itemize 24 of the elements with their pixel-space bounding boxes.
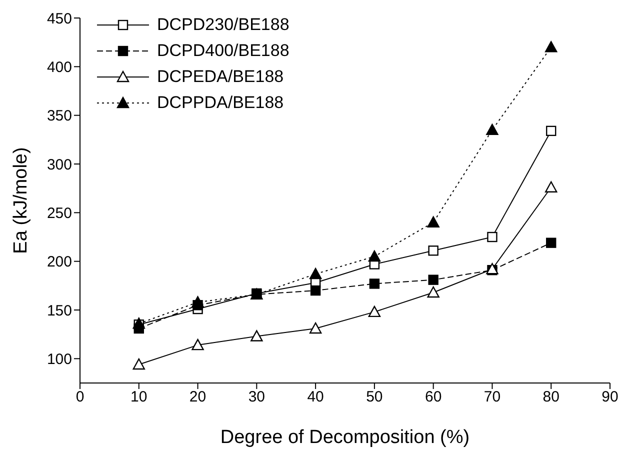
y-tick-label: 400 xyxy=(46,58,72,76)
legend-label: DCPEDA/BE188 xyxy=(157,66,284,88)
x-tick-label: 40 xyxy=(307,388,324,406)
x-tick-label: 0 xyxy=(76,388,84,406)
x-tick-label: 80 xyxy=(542,388,560,406)
x-tick-label: 10 xyxy=(130,388,148,406)
y-tick-label: 100 xyxy=(46,350,72,368)
y-tick-label: 450 xyxy=(46,10,72,28)
y-tick-label: 150 xyxy=(46,302,72,320)
y-tick-label: 350 xyxy=(46,108,72,125)
x-tick-label: 90 xyxy=(602,388,618,406)
legend-label: DCPD230/BE188 xyxy=(157,14,290,36)
y-tick-label: 250 xyxy=(46,204,72,222)
x-tick-label: 20 xyxy=(189,388,206,406)
x-axis-title: Degree of Decomposition (%) xyxy=(220,427,470,448)
legend-label: DCPPDA/BE188 xyxy=(157,92,284,114)
y-axis-title: Ea (kJ/mole) xyxy=(10,147,32,254)
y-tick-label: 300 xyxy=(46,156,72,174)
x-tick-label: 50 xyxy=(366,388,383,406)
legend-label: DCPD400/BE188 xyxy=(157,40,290,62)
x-tick-label: 70 xyxy=(484,388,501,406)
x-tick-label: 60 xyxy=(424,388,442,406)
x-tick-label: 30 xyxy=(248,388,266,406)
y-tick-label: 200 xyxy=(46,254,72,271)
